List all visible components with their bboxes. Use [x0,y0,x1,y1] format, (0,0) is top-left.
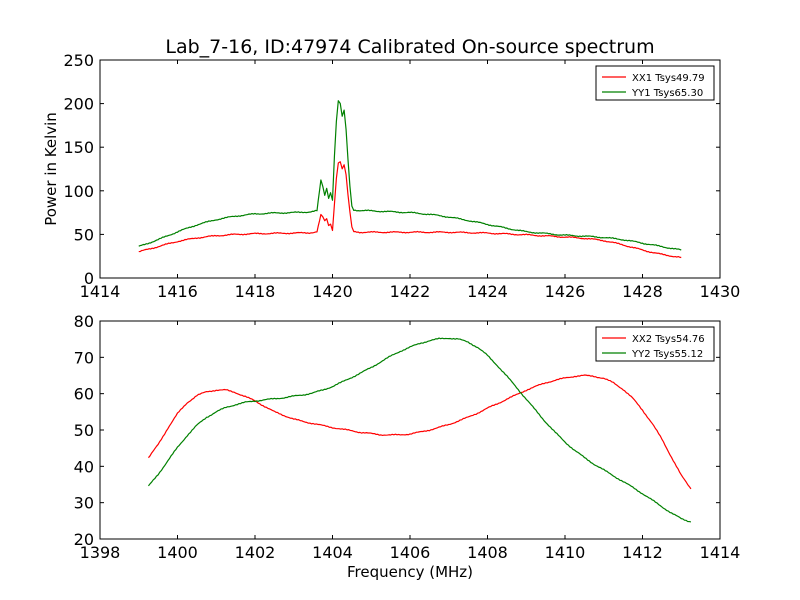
series-line-1 [147,374,692,490]
x-tick-label: 1424 [467,282,508,301]
x-tick-label: 1406 [390,543,431,562]
series-line-2 [147,337,692,523]
bottom-spectrum-plot: 1398 1400 1402 1404 1406 1408 1410 1412 1414 20 30… [74,312,741,562]
y-tick-label: 70 [74,348,94,367]
chart-title: Lab_7-16, ID:47974 Calibrated On-source … [165,36,654,58]
x-tick-label: 1420 [312,282,353,301]
x-tick-label: 1408 [467,543,508,562]
legend: XX1 Tsys49.79 YY1 Tsys65.30 [595,65,715,101]
legend: XX2 Tsys54.76 YY2 Tsys55.12 [595,326,715,362]
legend-label-2: YY1 Tsys65.30 [631,88,703,99]
legend-label-1: XX1 Tsys49.79 [632,73,705,84]
y-tick-label: 250 [63,51,94,70]
legend-box [595,65,715,101]
series-line-2 [138,100,682,251]
y-tick-label: 150 [63,138,94,157]
axes-frame [99,59,721,279]
x-tick-label: 1416 [157,282,198,301]
y-tick-label: 200 [63,95,94,114]
x-tick-label: 1402 [235,543,276,562]
x-tick-label: 1418 [235,282,276,301]
y-tick-label: 50 [74,421,94,440]
y-tick-label: 0 [84,269,94,288]
y-tick-label: 100 [63,182,94,201]
x-tick-label: 1398 [80,543,121,562]
legend-box [595,326,715,362]
x-tick-label: 1400 [157,543,198,562]
x-tick-label: 1412 [622,543,663,562]
y-axis-label: Power in Kelvin [42,112,60,226]
legend-label-2: YY2 Tsys55.12 [631,349,703,360]
x-axis-label: Frequency (MHz) [347,563,473,581]
y-tick-label: 50 [74,225,94,244]
top-spectrum-plot: 1414 1416 1418 1420 1422 1424 1426 1428 1430 0 50 1… [63,51,740,301]
y-tick-label: 60 [74,385,94,404]
y-tick-label: 20 [74,530,94,549]
x-tick-label: 1414 [80,282,121,301]
axes-frame [99,320,721,540]
x-tick-label: 1422 [390,282,431,301]
x-tick-label: 1430 [700,282,741,301]
x-tick-label: 1426 [545,282,586,301]
x-tick-label: 1410 [545,543,586,562]
y-tick-label: 30 [74,494,94,513]
x-tick-label: 1414 [700,543,741,562]
y-tick-label: 40 [74,457,94,476]
x-tick-label: 1428 [622,282,663,301]
legend-label-1: XX2 Tsys54.76 [632,334,705,345]
y-tick-label: 80 [74,312,94,331]
x-tick-label: 1404 [312,543,353,562]
series-line-1 [138,161,682,259]
